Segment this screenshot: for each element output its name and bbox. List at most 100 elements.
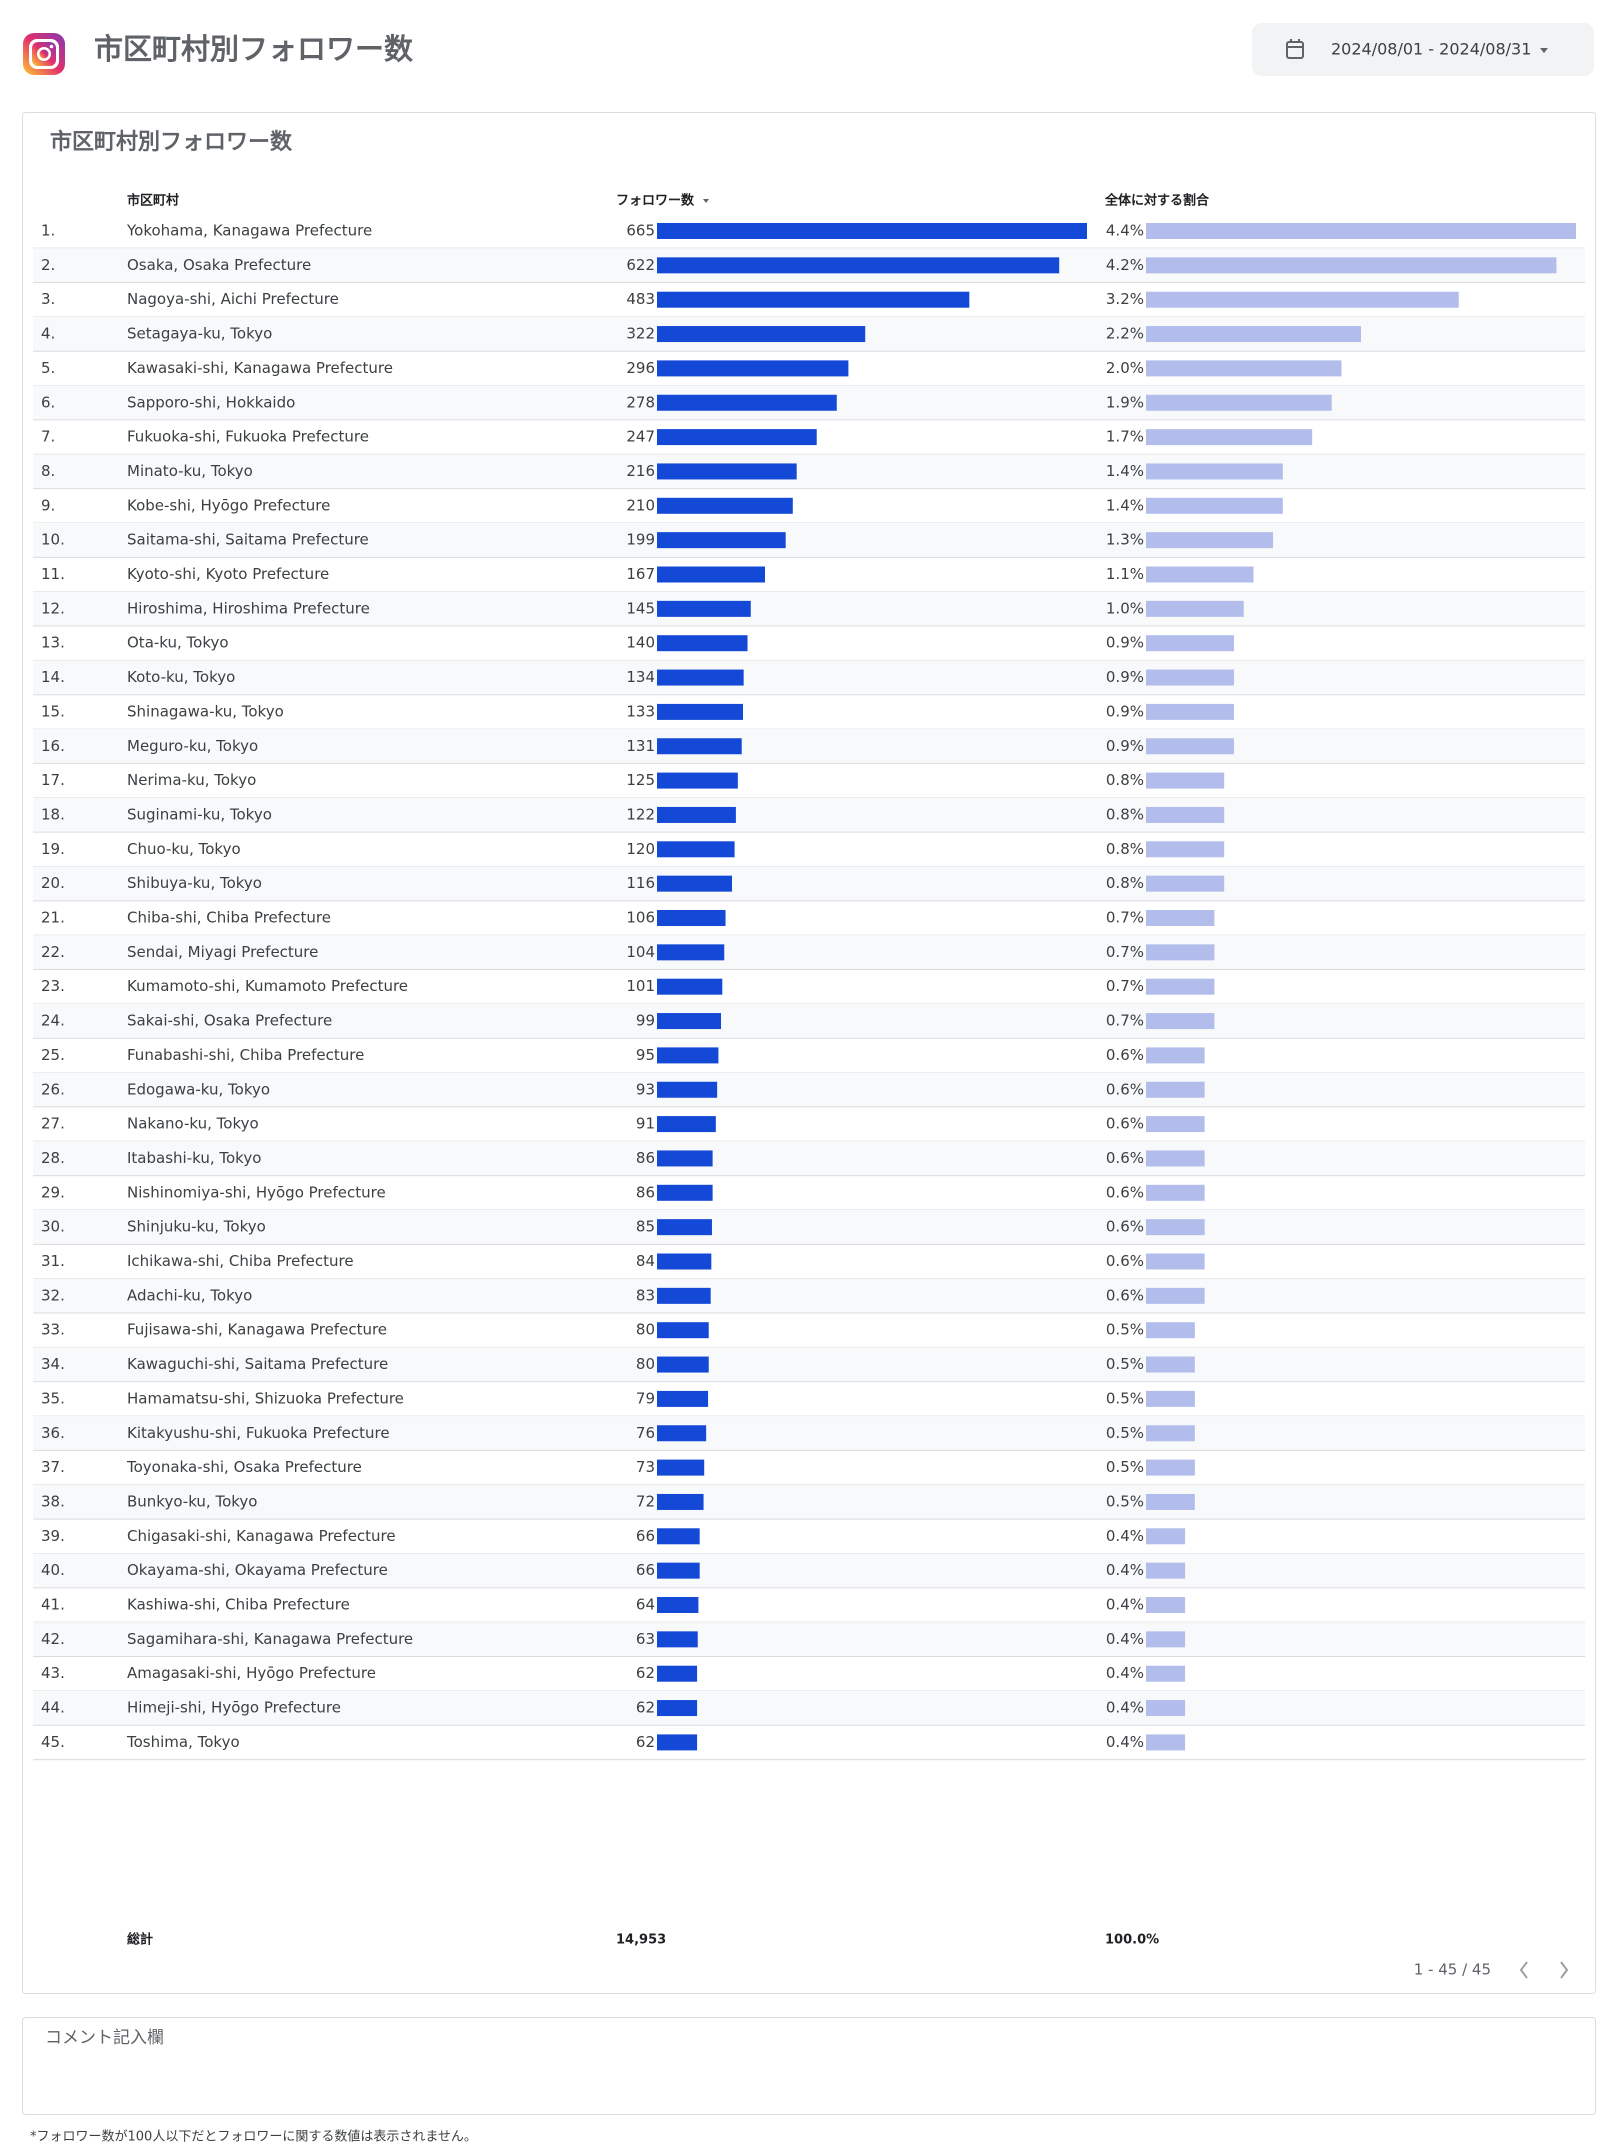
share-value: 1.4% bbox=[1106, 496, 1144, 514]
share-bar bbox=[1146, 1116, 1205, 1133]
share-bar bbox=[1146, 1253, 1205, 1270]
followers-value: 247 bbox=[626, 428, 655, 446]
rank: 10. bbox=[41, 531, 65, 549]
column-header[interactable]: 全体に対する割合 bbox=[1104, 193, 1210, 209]
followers-bar bbox=[657, 1150, 713, 1167]
rank: 18. bbox=[41, 805, 65, 823]
rank: 37. bbox=[41, 1458, 65, 1476]
rank: 38. bbox=[41, 1492, 65, 1510]
share-bar bbox=[1146, 1013, 1215, 1030]
share-value: 0.7% bbox=[1106, 909, 1144, 927]
dropdown-arrow[interactable] bbox=[1540, 48, 1548, 53]
followers-value: 62 bbox=[636, 1733, 655, 1751]
rank: 17. bbox=[41, 771, 65, 789]
city: Minato-ku, Tokyo bbox=[127, 462, 253, 480]
share-bar bbox=[1146, 326, 1361, 343]
city: Adachi-ku, Tokyo bbox=[127, 1286, 252, 1304]
city: Nagoya-shi, Aichi Prefecture bbox=[127, 290, 339, 308]
followers-bar bbox=[657, 326, 866, 343]
rank: 15. bbox=[41, 702, 65, 720]
city: Kumamoto-shi, Kumamoto Prefecture bbox=[127, 977, 408, 995]
city: Yokohama, Kanagawa Prefecture bbox=[126, 222, 372, 240]
followers-value: 131 bbox=[626, 737, 655, 755]
followers-value: 483 bbox=[626, 290, 655, 308]
share-value: 0.4% bbox=[1106, 1561, 1144, 1579]
followers-bar bbox=[657, 1631, 698, 1648]
city: Koto-ku, Tokyo bbox=[127, 668, 235, 686]
followers-bar bbox=[657, 1597, 699, 1613]
prev-page[interactable] bbox=[1519, 1961, 1528, 1979]
followers-value: 210 bbox=[626, 496, 655, 514]
followers-value: 85 bbox=[636, 1218, 655, 1236]
next-page[interactable] bbox=[1560, 1961, 1569, 1979]
followers-value: 73 bbox=[636, 1458, 655, 1476]
city: Sakai-shi, Osaka Prefecture bbox=[127, 1012, 332, 1030]
share-value: 0.7% bbox=[1106, 943, 1144, 961]
share-value: 0.4% bbox=[1106, 1527, 1144, 1545]
rank: 29. bbox=[41, 1183, 65, 1201]
city: Sagamihara-shi, Kanagawa Prefecture bbox=[127, 1630, 413, 1648]
city: Sapporo-shi, Hokkaido bbox=[127, 393, 295, 411]
followers-value: 80 bbox=[636, 1355, 655, 1373]
share-bar bbox=[1146, 806, 1225, 823]
share-value: 1.7% bbox=[1106, 428, 1144, 446]
total-followers: 14,953 bbox=[616, 1933, 666, 1948]
share-bar bbox=[1146, 1665, 1186, 1682]
share-value: 0.5% bbox=[1106, 1424, 1144, 1442]
row-stripe bbox=[33, 1416, 1585, 1451]
sort-indicator bbox=[703, 199, 709, 203]
share-bar bbox=[1146, 875, 1225, 892]
city: Kawasaki-shi, Kanagawa Prefecture bbox=[127, 359, 393, 377]
column-header[interactable]: フォロワー数 bbox=[616, 193, 695, 209]
share-bar bbox=[1146, 223, 1576, 239]
share-bar bbox=[1146, 738, 1234, 755]
row-stripe bbox=[33, 1553, 1585, 1588]
followers-bar bbox=[657, 532, 786, 549]
rank: 22. bbox=[41, 943, 65, 961]
followers-value: 216 bbox=[626, 462, 655, 480]
total-label: 総計 bbox=[127, 1932, 153, 1948]
followers-value: 66 bbox=[636, 1527, 655, 1545]
total-share: 100.0% bbox=[1105, 1933, 1159, 1948]
followers-bar bbox=[657, 1528, 700, 1545]
followers-bar bbox=[657, 841, 735, 858]
row-stripe bbox=[33, 1072, 1585, 1107]
rank: 31. bbox=[41, 1252, 65, 1270]
share-bar bbox=[1146, 291, 1459, 308]
column-header[interactable]: 市区町村 bbox=[127, 193, 179, 209]
followers-bar bbox=[657, 875, 733, 892]
rank: 44. bbox=[41, 1699, 65, 1717]
followers-bar bbox=[657, 1459, 705, 1476]
share-value: 0.6% bbox=[1106, 1183, 1144, 1201]
followers-value: 95 bbox=[636, 1046, 655, 1064]
city: Fujisawa-shi, Kanagawa Prefecture bbox=[127, 1321, 387, 1339]
followers-bar bbox=[657, 291, 970, 308]
share-bar bbox=[1146, 978, 1215, 995]
share-value: 0.9% bbox=[1106, 634, 1144, 652]
calendar-icon bbox=[1286, 39, 1304, 59]
row-stripe bbox=[33, 1622, 1585, 1657]
share-value: 0.6% bbox=[1106, 1115, 1144, 1133]
followers-bar bbox=[657, 635, 748, 652]
share-bar bbox=[1146, 1562, 1186, 1579]
share-value: 3.2% bbox=[1106, 290, 1144, 308]
share-value: 0.5% bbox=[1106, 1492, 1144, 1510]
followers-bar bbox=[657, 257, 1060, 274]
share-value: 0.5% bbox=[1106, 1355, 1144, 1373]
followers-bar bbox=[657, 806, 736, 823]
followers-value: 84 bbox=[636, 1252, 655, 1270]
followers-value: 66 bbox=[636, 1561, 655, 1579]
city: Itabashi-ku, Tokyo bbox=[127, 1149, 261, 1167]
rank: 4. bbox=[41, 325, 55, 343]
followers-bar bbox=[657, 1322, 709, 1339]
followers-bar bbox=[657, 1356, 709, 1373]
share-bar bbox=[1146, 1425, 1195, 1442]
date-picker[interactable] bbox=[1252, 23, 1594, 76]
followers-value: 278 bbox=[626, 393, 655, 411]
share-value: 0.6% bbox=[1106, 1149, 1144, 1167]
date-range[interactable]: 2024/08/01 - 2024/08/31 bbox=[1331, 40, 1531, 59]
city: Edogawa-ku, Tokyo bbox=[127, 1080, 270, 1098]
rank: 45. bbox=[41, 1733, 65, 1751]
followers-bar bbox=[657, 566, 765, 583]
